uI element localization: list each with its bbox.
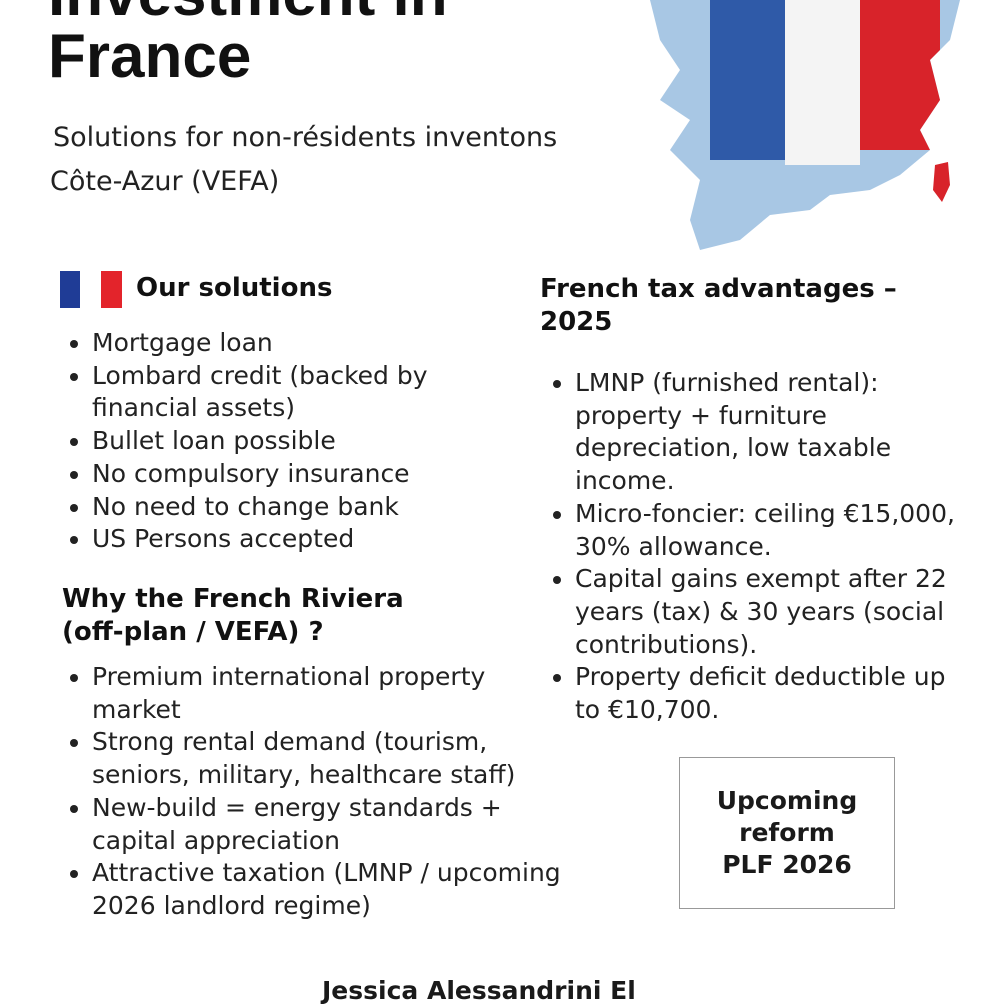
list-item: Micro-foncier: ceiling €15,000, 30% allo… — [575, 498, 955, 563]
reform-line: reform — [739, 818, 835, 847]
list-item: Strong rental demand (tourism, seniors, … — [92, 726, 572, 791]
title: Investment in — [48, 0, 448, 26]
list-item: Property deficit deductible up to €10,70… — [575, 661, 955, 726]
list-item: No need to change bank — [92, 491, 522, 524]
list-item: No compulsory insurance — [92, 458, 522, 491]
list-item: Attractive taxation (LMNP / upcoming 202… — [92, 857, 572, 922]
subtitle: Côte-Azur (VEFA) — [50, 166, 280, 197]
subtitle: Solutions for non-résidents inventons — [53, 122, 558, 153]
flag-icon — [60, 271, 122, 308]
list-item: Mortgage loan — [92, 327, 522, 360]
list-item: US Persons accepted — [92, 523, 522, 556]
author: Jessica Alessandrini El — [322, 976, 636, 1005]
list-item: Capital gains exempt after 22 years (tax… — [575, 563, 955, 661]
reform-line: Upcoming — [716, 786, 858, 815]
title: France — [48, 22, 252, 91]
france-map — [650, 0, 960, 250]
list: Mortgage loanLombard credit (backed by f… — [62, 327, 522, 556]
reform-line: PLF 2026 — [722, 850, 852, 879]
section-heading: 2025 — [540, 307, 613, 337]
list-item: Bullet loan possible — [92, 425, 522, 458]
section-heading: Our solutions — [136, 273, 333, 303]
section-heading: (off-plan / VEFA) ? — [62, 617, 324, 647]
list-item: New-build = energy standards + capital a… — [92, 792, 572, 857]
list: Premium international property marketStr… — [62, 661, 572, 923]
list-item: Lombard credit (backed by financial asse… — [92, 360, 522, 425]
list-item: Premium international property market — [92, 661, 572, 726]
section-heading: French tax advantages – — [540, 274, 897, 304]
list: LMNP (furnished rental): property + furn… — [545, 367, 955, 727]
list-item: LMNP (furnished rental): property + furn… — [575, 367, 955, 498]
section-heading: Why the French Riviera — [62, 584, 404, 614]
reform-box: Upcoming reform PLF 2026 — [679, 757, 895, 909]
